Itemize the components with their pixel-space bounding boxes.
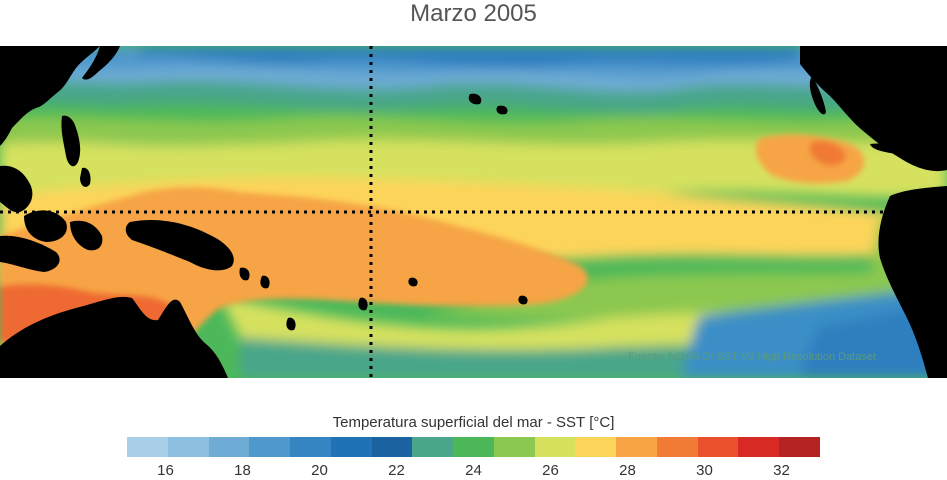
colorbar	[127, 437, 821, 457]
colorbar-swatch	[167, 437, 209, 457]
colorbar-swatch	[697, 437, 739, 457]
colorbar-label-text: Temperatura superficial del mar - SST	[332, 414, 586, 431]
colorbar-tick-label: 16	[157, 462, 174, 479]
land-australia	[0, 296, 228, 378]
colorbar-tick-label: 28	[619, 462, 636, 479]
land-asia	[0, 46, 100, 146]
colorbar-swatch	[493, 437, 535, 457]
land-alaska-islands	[858, 71, 883, 87]
colorbar-swatch	[616, 437, 657, 457]
map-title: Marzo 2005	[410, 0, 537, 27]
colorbar-swatch	[249, 437, 291, 457]
land-south-america	[878, 186, 947, 378]
land-philippines	[61, 115, 91, 187]
colorbar-tick-label: 20	[311, 462, 328, 479]
colorbar-swatch	[738, 437, 780, 457]
sst-band-25-north	[0, 115, 947, 148]
land-japan	[82, 46, 120, 80]
colorbar-swatch	[412, 437, 454, 457]
colorbar-swatch	[779, 437, 821, 457]
colorbar-tick-label: 18	[234, 462, 251, 479]
land-borneo-sumatra	[0, 220, 103, 272]
colorbar-tick-label: 24	[465, 462, 482, 479]
land-masses	[0, 46, 947, 378]
colorbar-swatch	[208, 437, 250, 457]
land-caribbean	[870, 143, 947, 164]
colorbar-ticks: 16 18 20 22 24 26 28 30 32	[127, 462, 820, 480]
sst-band-22	[140, 46, 800, 69]
colorbar-tick-label: 22	[388, 462, 405, 479]
colorbar-unit: [°C]	[589, 414, 615, 431]
source-note: Fuente: NOAA OI SST V2 High Resolution D…	[628, 351, 877, 363]
land-new-guinea	[125, 219, 234, 271]
colorbar-tick-label: 30	[696, 462, 713, 479]
colorbar-label: Temperatura superficial del mar - SST [°C…	[0, 414, 947, 431]
colorbar-swatch	[534, 437, 576, 457]
land-baja	[809, 76, 826, 115]
land-north-america	[800, 46, 947, 172]
colorbar-swatch	[330, 437, 372, 457]
colorbar-swatch	[453, 437, 494, 457]
colorbar-swatch	[371, 437, 413, 457]
sst-hot-east	[809, 140, 846, 166]
colorbar-swatch	[127, 437, 168, 457]
colorbar-swatch	[290, 437, 331, 457]
sst-map	[0, 46, 947, 378]
colorbar-swatch	[575, 437, 617, 457]
colorbar-tick-label: 32	[773, 462, 790, 479]
colorbar-swatch	[656, 437, 698, 457]
colorbar-tick-label: 26	[542, 462, 559, 479]
land-southeast-asia	[0, 165, 67, 242]
